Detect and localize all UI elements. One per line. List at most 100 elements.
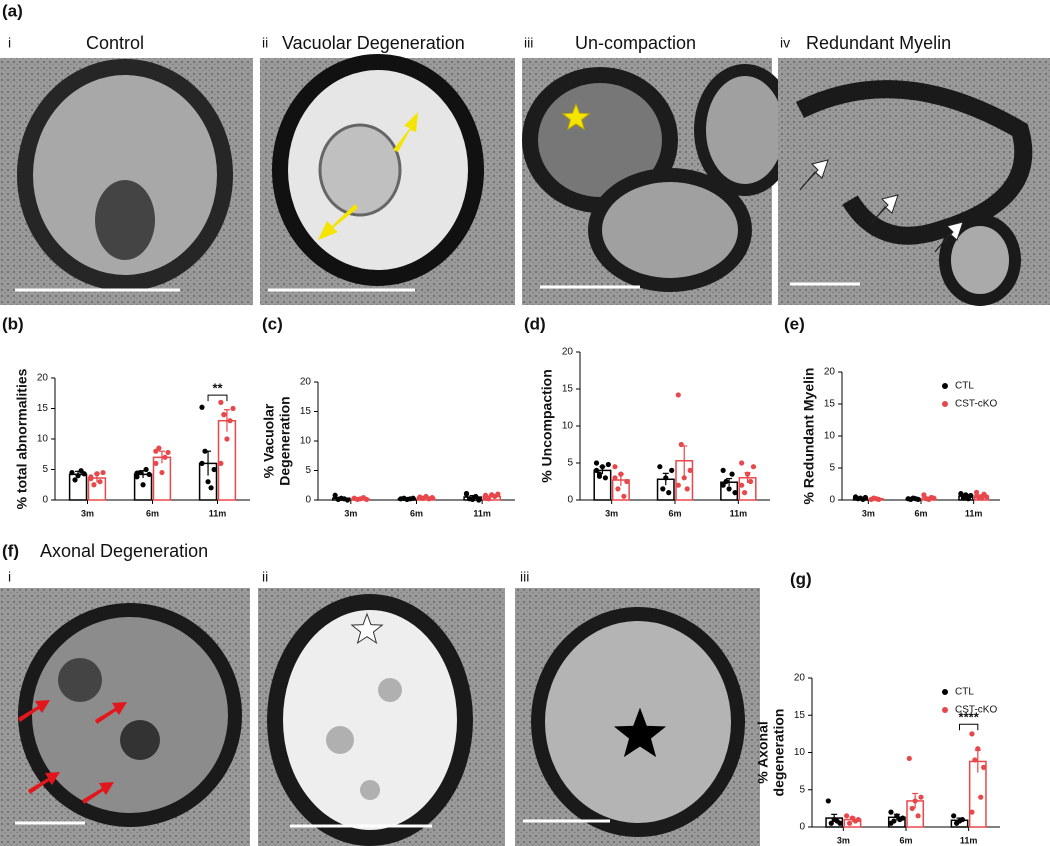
data-point bbox=[363, 496, 370, 503]
y-tick-label: 20 bbox=[794, 673, 806, 684]
y-axis-label: % Uncompaction bbox=[539, 369, 555, 483]
data-point bbox=[747, 478, 754, 485]
y-tick-label: 5 bbox=[305, 465, 311, 476]
data-point bbox=[983, 494, 990, 500]
data-point bbox=[739, 460, 745, 466]
data-point bbox=[211, 466, 217, 473]
em-image bbox=[0, 588, 250, 846]
x-tick-label: 3m bbox=[837, 835, 850, 845]
data-point bbox=[844, 813, 850, 819]
legend-marker bbox=[942, 689, 948, 695]
image-numeral: ii bbox=[262, 569, 268, 585]
data-point bbox=[909, 805, 915, 811]
image-title: Control bbox=[86, 33, 144, 53]
data-point bbox=[224, 436, 230, 442]
data-point bbox=[75, 473, 81, 479]
data-point bbox=[915, 496, 921, 502]
significance-bracket bbox=[959, 723, 979, 731]
y-axis-label: % Vacuolar bbox=[261, 403, 277, 478]
star-marker bbox=[561, 102, 591, 131]
data-point bbox=[410, 495, 416, 501]
panel-label: (a) bbox=[2, 1, 23, 20]
legend-label: CST-cKO bbox=[955, 399, 997, 410]
data-point bbox=[973, 489, 980, 495]
data-point bbox=[495, 491, 501, 497]
data-point bbox=[165, 449, 171, 456]
y-tick-label: 5 bbox=[42, 464, 48, 475]
data-point bbox=[199, 460, 205, 466]
x-tick-label: 3m bbox=[81, 508, 94, 518]
legend-marker bbox=[942, 401, 948, 407]
y-axis-label: % Axonal bbox=[755, 721, 771, 784]
data-point bbox=[828, 820, 834, 826]
data-point bbox=[218, 399, 224, 405]
y-tick-label: 10 bbox=[824, 431, 836, 442]
image-numeral: i bbox=[8, 35, 11, 51]
data-point bbox=[91, 482, 97, 488]
x-tick-label: 11m bbox=[730, 508, 748, 518]
data-point bbox=[134, 470, 140, 476]
y-tick-label: 0 bbox=[42, 495, 48, 506]
data-point bbox=[900, 815, 906, 821]
x-tick-label: 3m bbox=[344, 508, 357, 518]
data-point bbox=[605, 461, 611, 468]
data-point bbox=[159, 469, 165, 476]
data-point bbox=[612, 475, 618, 481]
data-point bbox=[720, 482, 726, 488]
em-image bbox=[0, 58, 253, 305]
data-point bbox=[199, 404, 205, 410]
data-point bbox=[888, 820, 894, 826]
data-point bbox=[463, 490, 470, 497]
em-image bbox=[258, 588, 505, 846]
panel-label: (f) bbox=[2, 541, 19, 560]
data-point bbox=[69, 469, 75, 476]
image-numeral: iii bbox=[524, 35, 533, 51]
x-tick-label: 3m bbox=[605, 508, 618, 518]
x-tick-label: 3m bbox=[862, 508, 875, 518]
data-point bbox=[218, 460, 224, 466]
data-point bbox=[221, 412, 227, 418]
data-point bbox=[951, 813, 957, 819]
y-tick-label: 15 bbox=[300, 406, 312, 417]
data-point bbox=[750, 464, 757, 470]
data-point bbox=[931, 495, 937, 501]
data-point bbox=[202, 448, 208, 454]
y-tick-label: 20 bbox=[300, 377, 312, 388]
data-point bbox=[959, 816, 966, 823]
data-point bbox=[675, 482, 681, 488]
data-point bbox=[969, 809, 975, 815]
data-point bbox=[624, 478, 630, 485]
data-point bbox=[978, 794, 984, 800]
data-point bbox=[723, 478, 729, 485]
legend-label: CST-cKO bbox=[955, 705, 997, 716]
data-point bbox=[621, 493, 627, 499]
data-point bbox=[146, 471, 152, 477]
data-point bbox=[918, 794, 924, 800]
data-point bbox=[143, 466, 149, 473]
data-point bbox=[227, 418, 233, 424]
data-point bbox=[596, 473, 603, 479]
y-tick-label: 15 bbox=[562, 384, 574, 395]
legend-label: CTL bbox=[955, 687, 974, 698]
y-tick-label: 0 bbox=[567, 495, 573, 506]
data-point bbox=[417, 494, 423, 500]
y-tick-label: 15 bbox=[824, 399, 836, 410]
y-tick-label: 10 bbox=[37, 434, 49, 445]
y-tick-label: 0 bbox=[829, 495, 835, 506]
data-point bbox=[894, 813, 900, 819]
data-point bbox=[599, 464, 606, 470]
data-point bbox=[846, 820, 853, 826]
x-tick-label: 6m bbox=[146, 508, 159, 518]
panel-label: (d) bbox=[524, 314, 546, 333]
image-numeral: i bbox=[8, 569, 11, 585]
y-tick-label: 5 bbox=[799, 784, 805, 795]
panel-label: (c) bbox=[262, 314, 283, 333]
data-point bbox=[963, 492, 969, 498]
image-title: Redundant Myelin bbox=[806, 33, 951, 53]
data-point bbox=[729, 471, 735, 477]
data-point bbox=[615, 486, 621, 492]
image-numeral: ii bbox=[262, 35, 268, 51]
y-tick-label: 5 bbox=[829, 463, 835, 474]
x-tick-label: 6m bbox=[668, 508, 681, 518]
